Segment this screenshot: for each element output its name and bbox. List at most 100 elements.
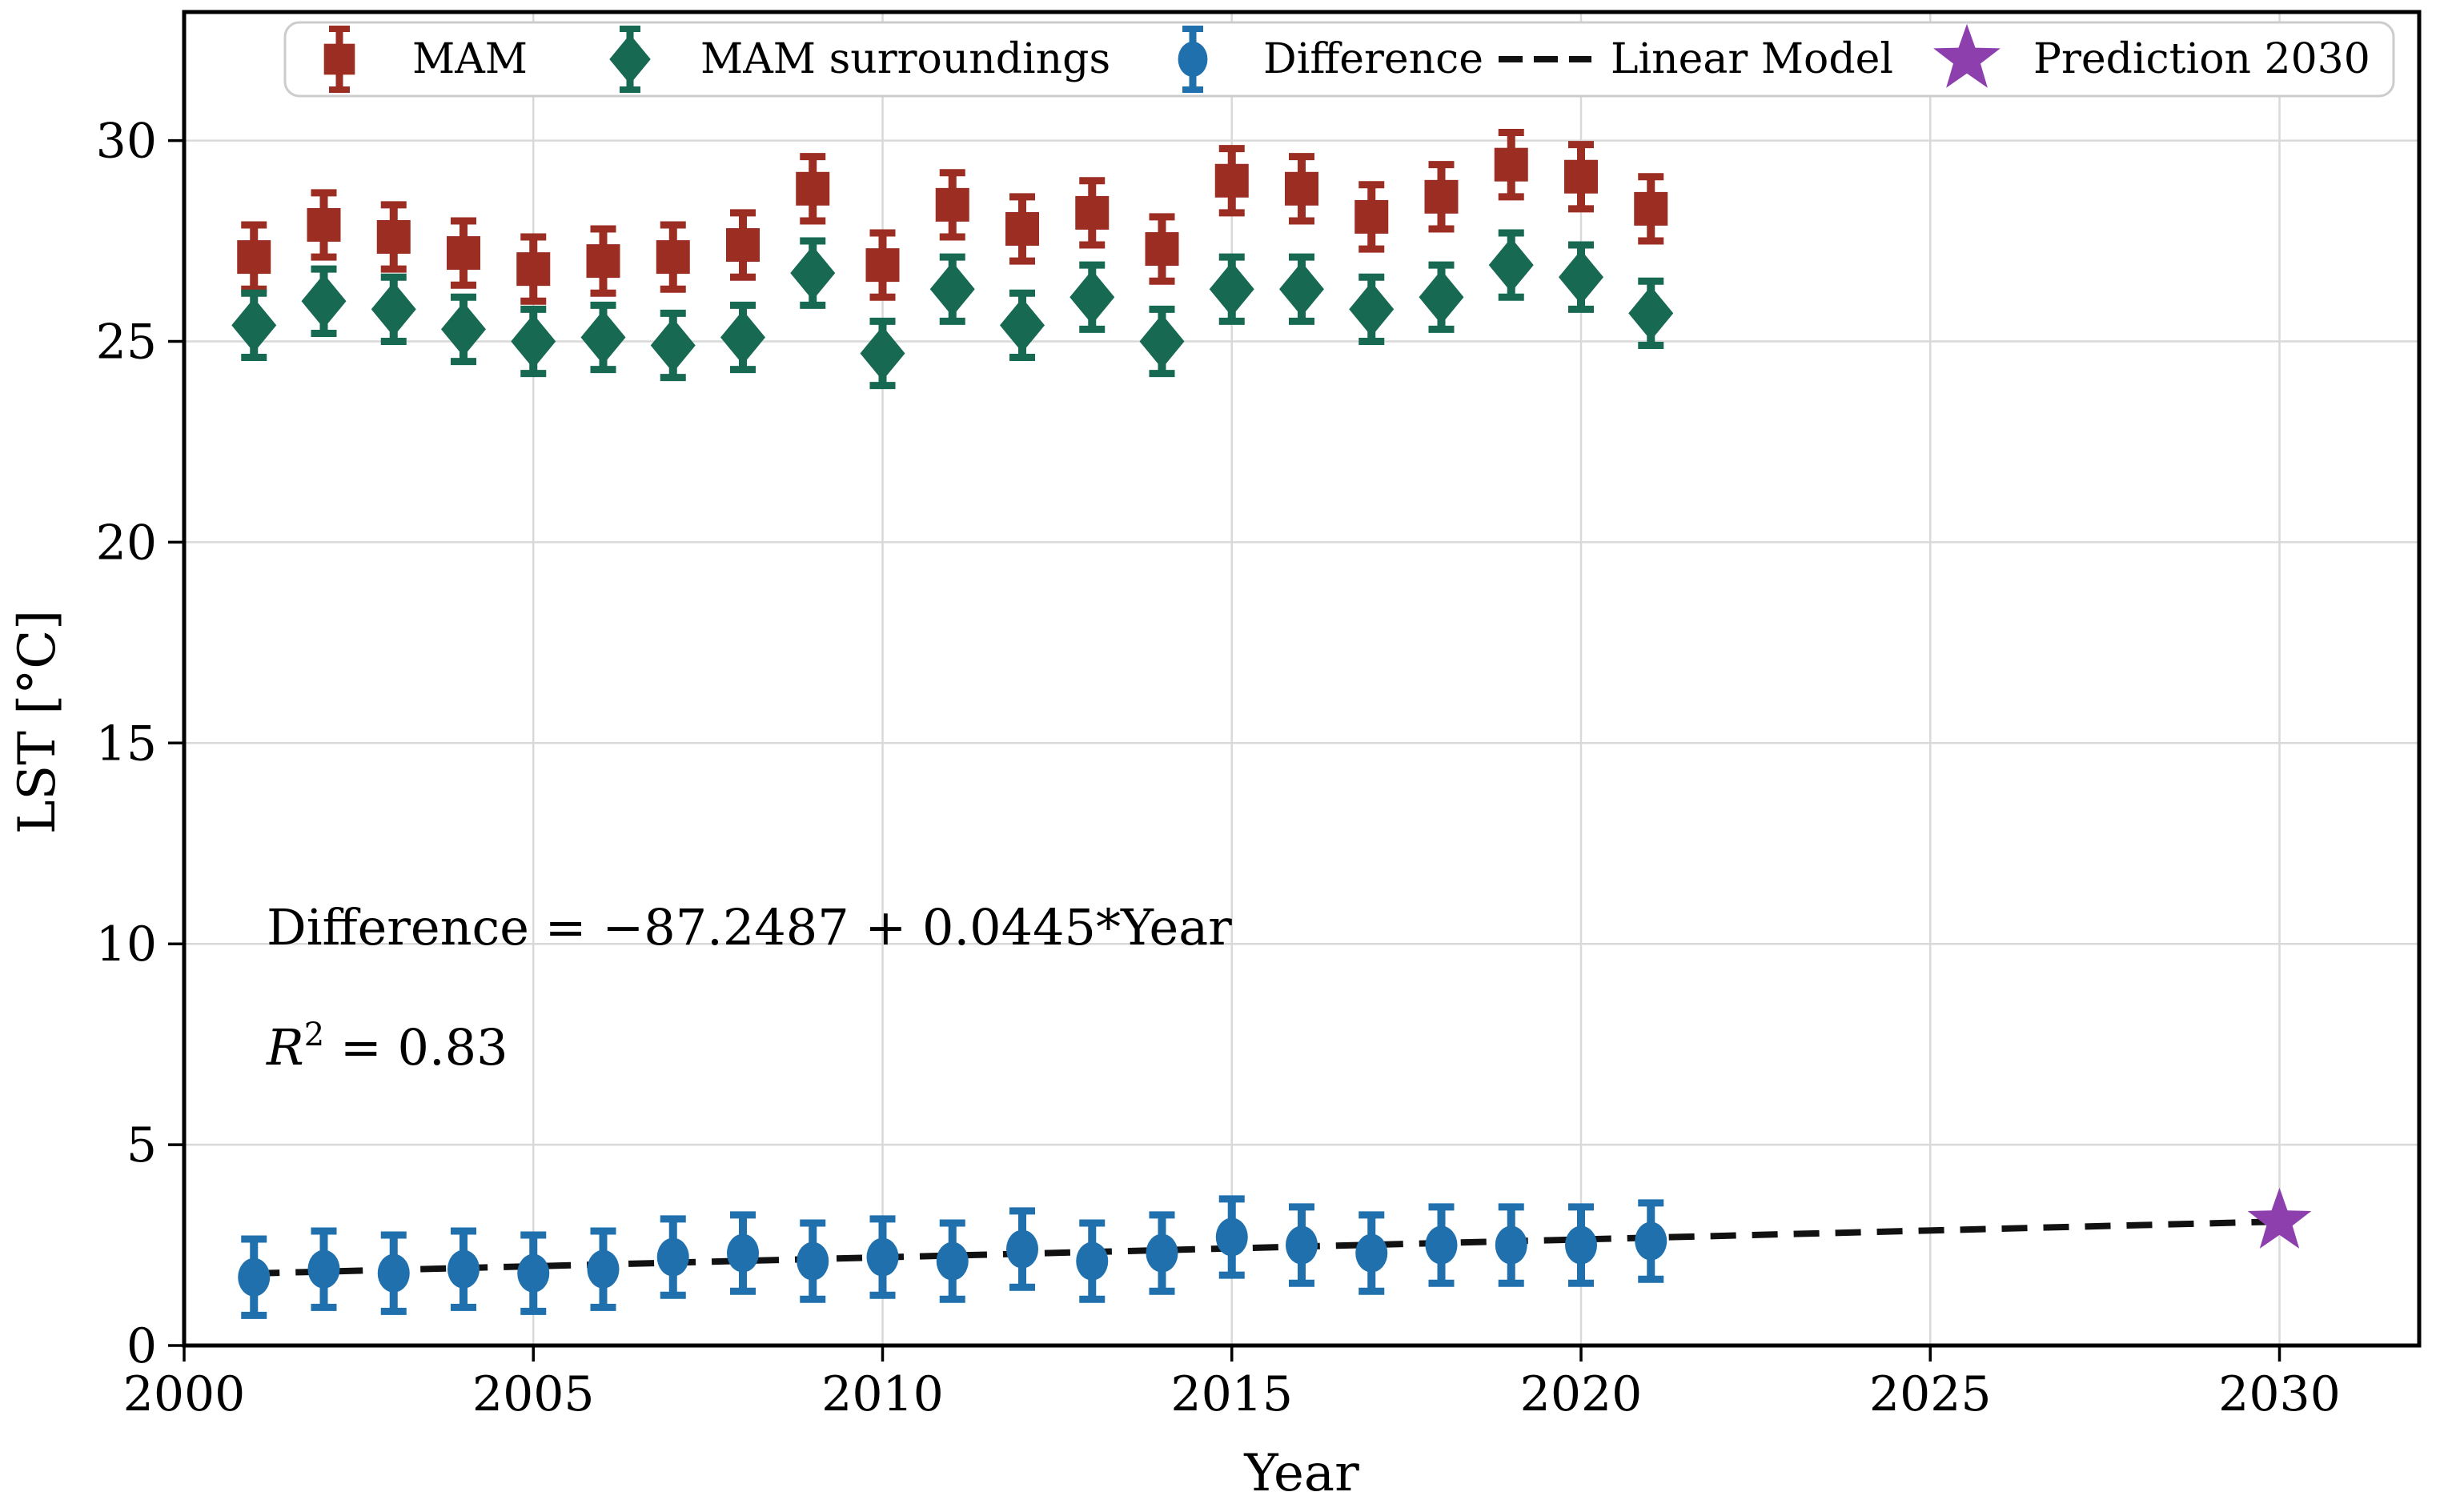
difference-point-2004 xyxy=(447,1249,480,1289)
mam-surroundings-point-2015 xyxy=(1209,262,1254,317)
difference-point-2003 xyxy=(377,1253,410,1293)
mam-surroundings-point-2019 xyxy=(1488,238,1534,293)
y-tick-label-0: 0 xyxy=(126,1318,157,1374)
mam-point-2019 xyxy=(1494,147,1528,182)
r-squared-annotation: R2 = 0.83 xyxy=(266,1017,508,1077)
axis-ticks xyxy=(168,138,2281,1362)
series-mam-surroundings xyxy=(231,229,1674,390)
series-mam xyxy=(237,129,1668,305)
legend-entry-mam: MAM xyxy=(323,26,528,93)
difference-point-2015 xyxy=(1215,1217,1248,1257)
y-tick-label-10: 10 xyxy=(96,916,157,973)
mam-surroundings-point-2002 xyxy=(301,274,347,329)
linear-model-line xyxy=(254,1218,2280,1277)
mam-point-2006 xyxy=(586,244,620,279)
legend-diamond-icon xyxy=(609,34,651,85)
legend-circle-icon xyxy=(1178,41,1208,78)
mam-point-2018 xyxy=(1424,179,1459,214)
difference-point-2014 xyxy=(1146,1233,1178,1273)
legend-label-mam: MAM xyxy=(412,35,528,83)
x-tick-label-2025: 2025 xyxy=(1869,1366,1992,1422)
x-tick-label-2000: 2000 xyxy=(123,1366,246,1422)
prediction-point-2030 xyxy=(2247,1187,2312,1249)
mam-point-2002 xyxy=(307,207,341,242)
mam-surroundings-point-2009 xyxy=(790,246,836,301)
r-squared-exponent: 2 xyxy=(304,1017,324,1053)
difference-point-2016 xyxy=(1286,1225,1318,1265)
mam-surroundings-point-2018 xyxy=(1419,270,1464,325)
y-tick-label-25: 25 xyxy=(96,314,157,370)
y-tick-label-15: 15 xyxy=(96,716,157,772)
mam-surroundings-point-2010 xyxy=(860,326,905,381)
mam-surroundings-point-2011 xyxy=(929,262,975,317)
x-tick-label-2030: 2030 xyxy=(2218,1366,2341,1422)
mam-point-2007 xyxy=(656,240,690,275)
mam-surroundings-point-2006 xyxy=(580,310,626,365)
prediction-star xyxy=(2247,1187,2312,1249)
mam-surroundings-point-2012 xyxy=(1000,298,1045,353)
mam-point-2009 xyxy=(796,171,830,206)
mam-surroundings-point-2004 xyxy=(441,302,486,357)
y-tick-label-5: 5 xyxy=(126,1117,157,1173)
difference-point-2019 xyxy=(1495,1225,1527,1265)
x-tick-label-2010: 2010 xyxy=(821,1366,944,1422)
r-squared-value: = 0.83 xyxy=(324,1018,508,1077)
difference-point-2006 xyxy=(587,1249,620,1289)
difference-point-2018 xyxy=(1425,1225,1458,1265)
mam-point-2005 xyxy=(516,252,551,287)
legend-label-prediction-2030: Prediction 2030 xyxy=(2033,35,2370,83)
x-tick-label-2005: 2005 xyxy=(472,1366,595,1422)
gridlines xyxy=(184,12,2419,1346)
legend-label-mam-surroundings: MAM surroundings xyxy=(700,35,1110,83)
difference-point-2021 xyxy=(1635,1221,1667,1261)
mam-point-2003 xyxy=(376,220,411,255)
plot-border xyxy=(182,10,2422,1348)
mam-point-2001 xyxy=(237,240,271,275)
legend-label-linear-model: Linear Model xyxy=(1611,35,1893,83)
difference-point-2020 xyxy=(1565,1225,1597,1265)
difference-point-2013 xyxy=(1076,1241,1109,1281)
mam-surroundings-point-2020 xyxy=(1559,250,1603,305)
difference-point-2002 xyxy=(307,1249,340,1289)
difference-point-2005 xyxy=(517,1253,550,1293)
mam-point-2021 xyxy=(1634,191,1668,226)
legend-star-icon xyxy=(1933,23,2001,88)
mam-surroundings-point-2001 xyxy=(231,298,277,353)
r-squared-base: R xyxy=(266,1018,304,1077)
mam-point-2020 xyxy=(1564,159,1598,194)
difference-point-2007 xyxy=(656,1237,689,1277)
difference-point-2012 xyxy=(1006,1229,1038,1269)
y-axis-label: LST [°C] xyxy=(8,610,67,834)
regression-equation: Difference = −87.2487 + 0.0445*Year xyxy=(267,898,1232,957)
mam-point-2011 xyxy=(935,187,969,222)
mam-surroundings-point-2014 xyxy=(1139,314,1185,369)
legend-entry-prediction-2030: Prediction 2030 xyxy=(1933,23,2370,88)
difference-point-2011 xyxy=(936,1241,969,1281)
mam-point-2015 xyxy=(1214,163,1249,198)
x-axis-label: Year xyxy=(1243,1444,1359,1503)
legend: MAM MAM surroundings Difference Linear Mode… xyxy=(283,21,2395,98)
mam-point-2013 xyxy=(1075,195,1110,230)
mam-surroundings-point-2005 xyxy=(511,314,556,369)
mam-point-2016 xyxy=(1285,171,1318,206)
mam-surroundings-point-2021 xyxy=(1628,286,1674,341)
legend-label-difference: Difference xyxy=(1263,35,1483,83)
difference-point-2008 xyxy=(727,1233,759,1273)
x-tick-label-2015: 2015 xyxy=(1170,1366,1293,1422)
difference-point-2009 xyxy=(797,1241,829,1281)
legend-entry-difference: Difference xyxy=(1178,26,1483,93)
difference-point-2010 xyxy=(866,1237,899,1277)
difference-point-2017 xyxy=(1355,1233,1388,1273)
mam-surroundings-point-2016 xyxy=(1279,262,1324,317)
legend-entry-linear-model: Linear Model xyxy=(1499,35,1893,83)
mam-surroundings-point-2013 xyxy=(1070,270,1115,325)
mam-point-2010 xyxy=(865,248,900,283)
mam-point-2004 xyxy=(447,236,480,271)
series-difference xyxy=(238,1195,1667,1319)
mam-point-2008 xyxy=(726,228,760,263)
y-tick-label-30: 30 xyxy=(96,114,157,170)
mam-surroundings-point-2007 xyxy=(650,318,696,373)
